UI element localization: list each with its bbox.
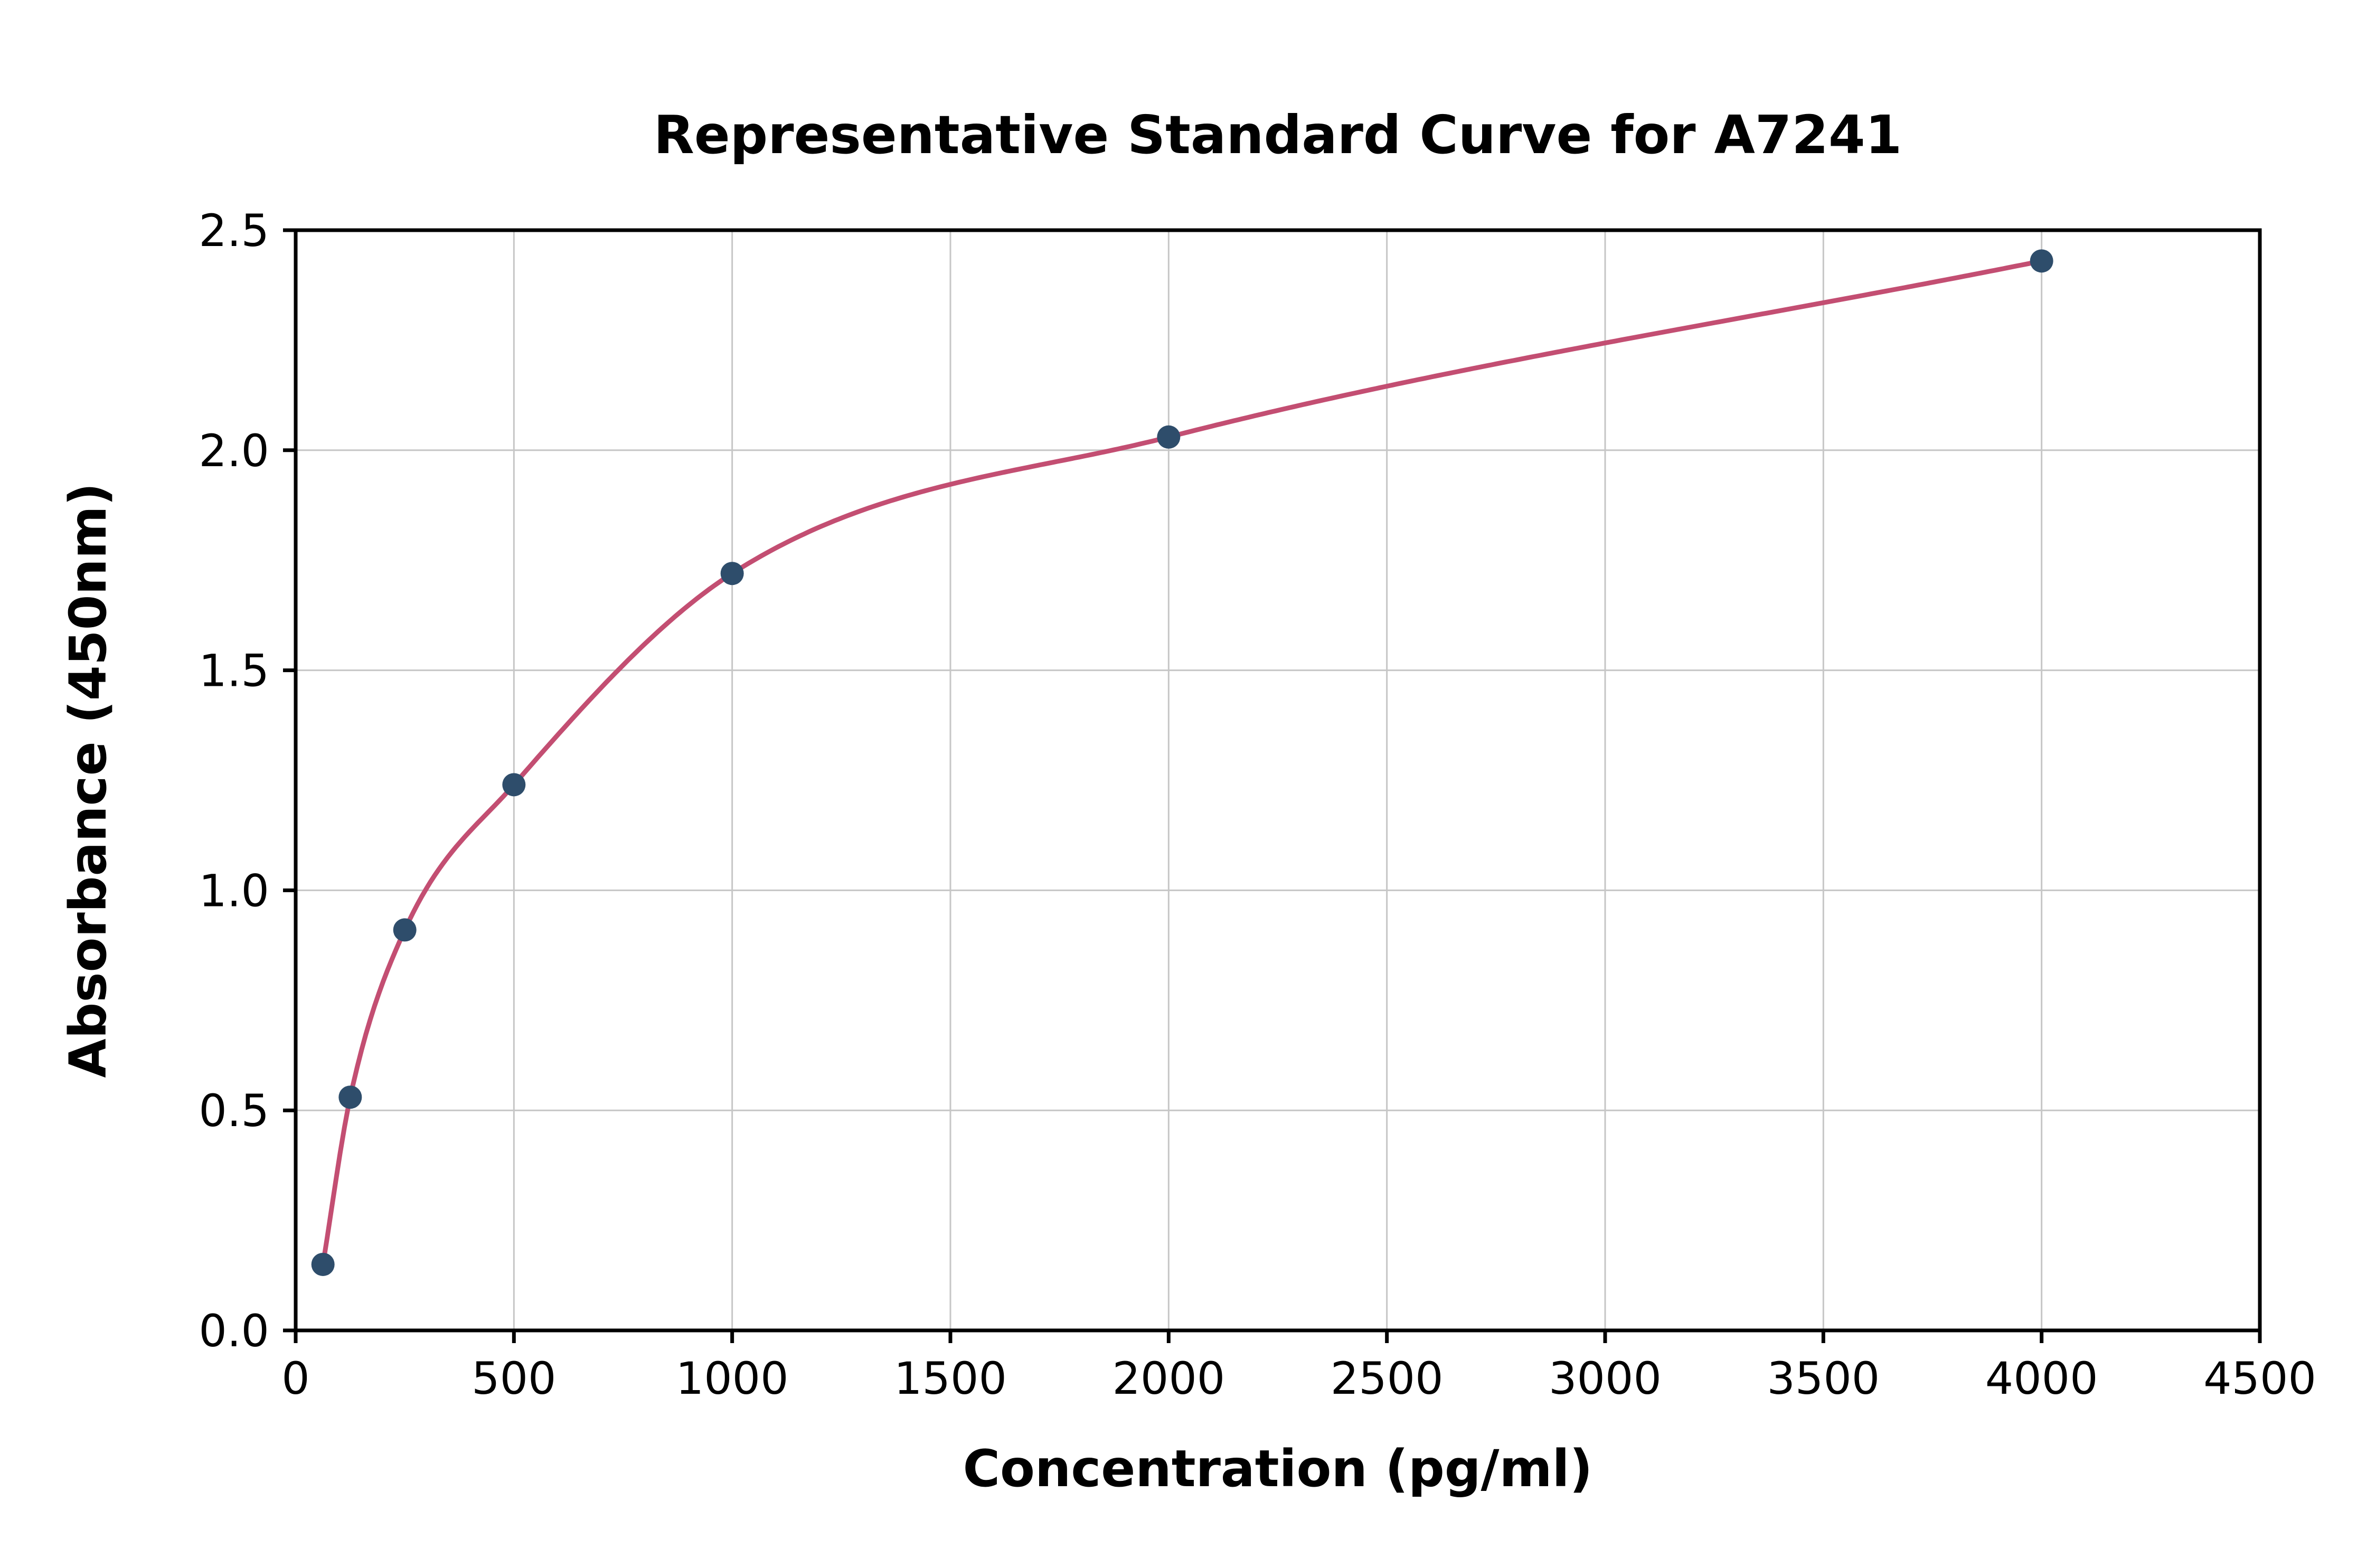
data-point — [720, 562, 744, 585]
fitted-curve — [320, 258, 2044, 1267]
x-tick-label: 2000 — [1112, 1353, 1225, 1404]
y-axis-label: Absorbance (450nm) — [59, 483, 118, 1078]
x-tick-label: 1000 — [676, 1353, 789, 1404]
x-tick-label: 2500 — [1331, 1353, 1444, 1404]
y-tick-label: 1.0 — [199, 865, 269, 917]
x-axis-label: Concentration (pg/ml) — [963, 1439, 1593, 1498]
y-tick-label: 2.0 — [199, 425, 269, 477]
data-point — [502, 773, 526, 797]
data-point — [1157, 425, 1181, 449]
y-tick-label: 1.5 — [199, 645, 269, 697]
data-point — [2030, 249, 2053, 273]
y-tick-label: 2.5 — [199, 205, 269, 257]
x-tick-label: 500 — [472, 1353, 556, 1404]
x-tick-label: 4000 — [1985, 1353, 2098, 1404]
x-tick-label: 1500 — [894, 1353, 1007, 1404]
data-point — [393, 918, 417, 942]
x-tick-label: 0 — [281, 1353, 309, 1404]
axes-border — [294, 228, 2262, 1333]
data-point — [311, 1252, 335, 1276]
data-point — [338, 1085, 362, 1109]
x-tick-label: 3500 — [1767, 1353, 1880, 1404]
y-tick-label: 0.5 — [199, 1085, 269, 1137]
x-tick-label: 4500 — [2203, 1353, 2316, 1404]
y-tick-label: 0.0 — [199, 1305, 269, 1357]
x-tick-label: 3000 — [1549, 1353, 1662, 1404]
chart-title: Representative Standard Curve for A7241 — [654, 104, 1902, 166]
plot-area: 0 500 1000 1500 2000 2500 3000 3500 4000 4500 0.0 0… — [199, 205, 2316, 1404]
